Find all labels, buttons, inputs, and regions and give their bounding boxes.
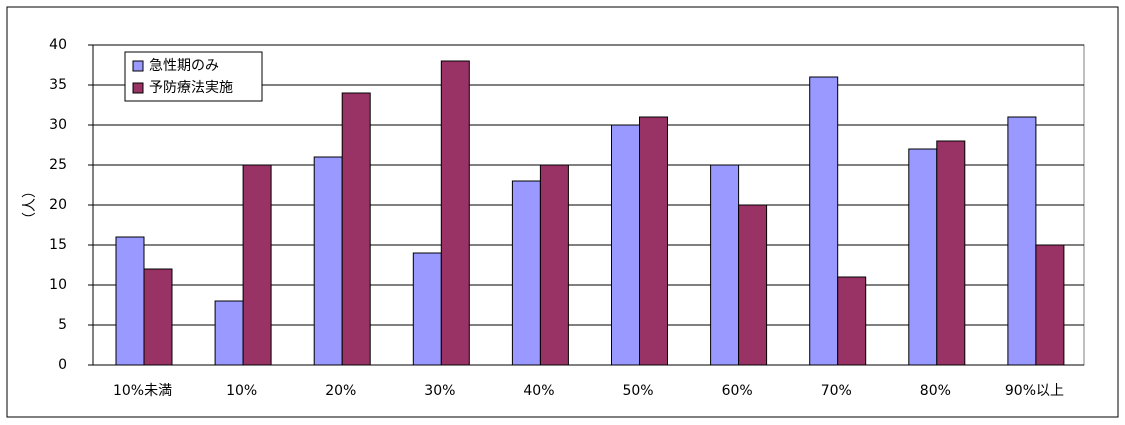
x-tick-label: 90%以上	[1005, 383, 1064, 399]
legend-label: 急性期のみ	[149, 58, 219, 74]
x-tick-label: 40%	[523, 383, 554, 399]
x-tick-label: 60%	[722, 383, 753, 399]
bar	[611, 124, 640, 366]
x-tick-label: 50%	[622, 383, 653, 399]
bar	[738, 204, 768, 366]
bar	[837, 276, 867, 366]
bar	[412, 252, 442, 366]
y-tick-label: 5	[58, 317, 67, 333]
bar	[539, 164, 569, 366]
x-tick-label: 10%	[226, 383, 257, 399]
bar	[639, 116, 668, 366]
y-tick-label: 40	[49, 37, 67, 53]
bar	[1035, 244, 1065, 366]
bar	[908, 148, 938, 366]
bar	[710, 164, 740, 366]
x-tick-label: 10%未満	[113, 383, 172, 399]
bar	[313, 156, 343, 366]
y-tick-label: 0	[58, 357, 67, 373]
bar	[143, 268, 173, 366]
y-tick-label: 35	[49, 77, 67, 93]
bar	[809, 76, 839, 366]
y-tick-label: 30	[49, 117, 67, 133]
y-tick-label: 15	[49, 237, 67, 253]
bar	[242, 164, 272, 366]
y-axis-label: （人）	[22, 184, 38, 226]
legend-label: 予防療法実施	[149, 79, 233, 96]
legend-swatch	[132, 60, 144, 72]
legend-swatch	[132, 82, 144, 94]
legend-box	[124, 51, 263, 102]
x-tick-label: 20%	[325, 383, 356, 399]
x-tick-label: 80%	[920, 383, 951, 399]
x-tick-label: 70%	[821, 383, 852, 399]
y-tick-label: 25	[49, 157, 67, 173]
bar	[511, 180, 541, 366]
x-tick-label: 30%	[424, 383, 455, 399]
bar	[341, 92, 371, 366]
y-tick-label: 10	[49, 277, 67, 293]
y-tick-label: 20	[49, 197, 67, 213]
bar	[440, 60, 470, 366]
bar	[936, 140, 966, 366]
bar	[1007, 116, 1037, 366]
bar	[214, 300, 244, 366]
bar	[115, 236, 145, 366]
